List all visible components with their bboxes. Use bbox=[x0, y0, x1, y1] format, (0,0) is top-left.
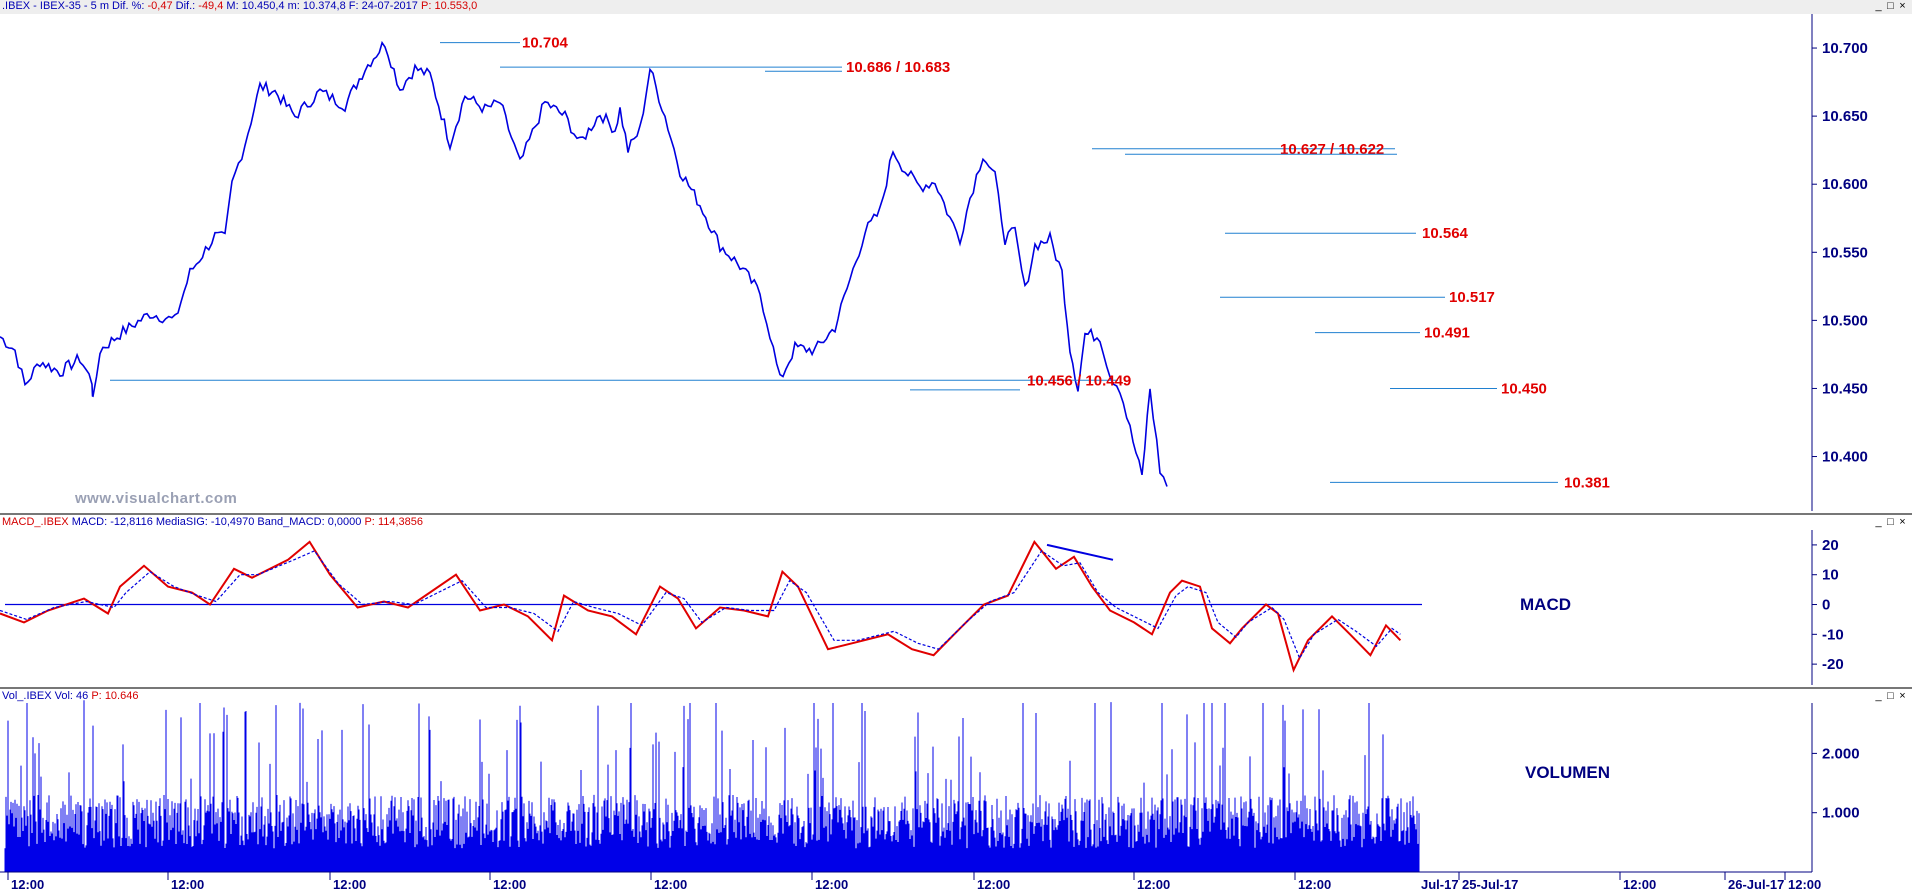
volume-y-tick-label: 2.000 bbox=[1822, 745, 1860, 762]
macd-panel-title: MACD bbox=[1520, 595, 1571, 614]
x-tick-label: 12:00 bbox=[977, 877, 1010, 892]
axes: 10.700 10.650 10.600 10.550 10.500 10.450 10.4… bbox=[0, 14, 1868, 892]
min-label: m: bbox=[287, 0, 300, 12]
vol-p-value: 10.646 bbox=[104, 690, 139, 702]
close-icon[interactable]: × bbox=[1899, 690, 1909, 702]
price-y-tick-label: 10.600 bbox=[1822, 176, 1868, 193]
price-panel: 10.704 10.686 / 10.683 10.627 / 10.622 10.5… bbox=[0, 35, 1610, 491]
band-label: Band_MACD: bbox=[257, 516, 325, 528]
volume-header: Vol_.IBEX Vol: 46 P: 10.646 bbox=[2, 690, 138, 702]
close-icon[interactable]: × bbox=[1899, 0, 1909, 12]
min-value: 10.374,8 bbox=[302, 0, 346, 12]
macd-panel bbox=[0, 540, 1422, 673]
price-panel-buttons: _ □ × bbox=[1874, 0, 1910, 12]
dif-value: -49,4 bbox=[198, 0, 224, 12]
x-tick-label: 26-Jul-17 bbox=[1728, 877, 1784, 892]
maximize-icon[interactable]: □ bbox=[1887, 516, 1897, 528]
x-tick-label: 12:00 bbox=[493, 877, 526, 892]
date-value: 24-07-2017 bbox=[361, 0, 418, 12]
price-y-tick-label: 10.650 bbox=[1822, 108, 1868, 125]
level-label: 10.450 bbox=[1501, 380, 1547, 397]
vol-label: Vol: bbox=[54, 690, 73, 702]
x-tick-label: 12:00 bbox=[1298, 877, 1331, 892]
symbol-label: .IBEX - IBEX-35 - 5 m bbox=[2, 0, 109, 12]
macd-panel-divider[interactable] bbox=[0, 513, 1912, 515]
sig-label: MediaSIG: bbox=[155, 516, 208, 528]
macd-y-tick-label: -10 bbox=[1822, 626, 1844, 643]
minimize-icon[interactable]: _ bbox=[1875, 690, 1885, 702]
price-y-tick-label: 10.550 bbox=[1822, 244, 1868, 261]
signal-line bbox=[0, 550, 1401, 660]
level-label: 10.704 bbox=[522, 35, 569, 52]
volume-y-tick-label: 1.000 bbox=[1822, 805, 1860, 822]
x-tick-label: 12:00 bbox=[815, 877, 848, 892]
x-tick-label: 12:00 bbox=[1137, 877, 1170, 892]
macd-value: -12,8116 bbox=[110, 516, 153, 528]
macd-p-value: 114,3856 bbox=[377, 516, 424, 528]
macd-label: MACD: bbox=[71, 516, 108, 528]
price-header: .IBEX - IBEX-35 - 5 m Dif. %: -0,47 Dif.… bbox=[2, 0, 477, 12]
band-value: 0,0000 bbox=[327, 516, 362, 528]
macd-name: MACD_.IBEX bbox=[2, 516, 69, 528]
level-label: 10.456 / 10.449 bbox=[1027, 372, 1131, 389]
level-label: 10.491 bbox=[1424, 325, 1470, 342]
price-y-tick-label: 10.500 bbox=[1822, 312, 1868, 329]
dif-pct-label: Dif. %: bbox=[112, 0, 145, 12]
maximize-icon[interactable]: □ bbox=[1887, 0, 1897, 12]
max-value: 10.450,4 bbox=[241, 0, 285, 12]
x-tick-label: 12:00 bbox=[1623, 877, 1656, 892]
vol-name: Vol_.IBEX bbox=[2, 690, 52, 702]
price-y-tick-label: 10.700 bbox=[1822, 40, 1868, 57]
volume-panel-divider[interactable] bbox=[0, 687, 1912, 689]
x-tick-label: 12:00 bbox=[1788, 877, 1821, 892]
macd-y-tick-label: 0 bbox=[1822, 597, 1830, 614]
close-icon[interactable]: × bbox=[1899, 516, 1909, 528]
volume-panel-buttons: _ □ × bbox=[1874, 690, 1910, 702]
minimize-icon[interactable]: _ bbox=[1875, 516, 1885, 528]
vol-p-label: P: bbox=[91, 690, 102, 702]
level-label: 10.381 bbox=[1564, 474, 1610, 491]
price-y-tick-label: 10.400 bbox=[1822, 449, 1868, 466]
date-label: F: bbox=[348, 0, 359, 12]
x-tick-label: 12:00 bbox=[333, 877, 366, 892]
level-label: 10.564 bbox=[1422, 225, 1469, 242]
volume-panel bbox=[4, 700, 1420, 872]
price-y-tick-label: 10.450 bbox=[1822, 380, 1868, 397]
x-tick-label: 12:00 bbox=[654, 877, 687, 892]
x-tick-label: 12:00 bbox=[11, 877, 44, 892]
level-label: 10.517 bbox=[1449, 289, 1495, 306]
maximize-icon[interactable]: □ bbox=[1887, 690, 1897, 702]
macd-y-tick-label: -20 bbox=[1822, 656, 1844, 673]
macd-y-tick-label: 10 bbox=[1822, 567, 1839, 584]
level-label: 10.627 / 10.622 bbox=[1280, 141, 1384, 158]
sig-value: -10,4970 bbox=[210, 516, 255, 528]
max-label: M: bbox=[226, 0, 239, 12]
x-tick-label: 12:00 bbox=[171, 877, 204, 892]
level-label: 10.686 / 10.683 bbox=[846, 59, 950, 76]
dif-pct-value: -0,47 bbox=[147, 0, 173, 12]
macd-header: MACD_.IBEX MACD: -12,8116 MediaSIG: -10,… bbox=[2, 516, 423, 528]
p-value: 10.553,0 bbox=[434, 0, 478, 12]
price-series-line bbox=[0, 40, 1168, 487]
dif-label: Dif.: bbox=[175, 0, 196, 12]
watermark: www.visualchart.com bbox=[75, 490, 238, 507]
macd-panel-buttons: _ □ × bbox=[1874, 516, 1910, 528]
macd-p-label: P: bbox=[364, 516, 375, 528]
p-label: P: bbox=[420, 0, 432, 12]
divergence-line bbox=[1046, 543, 1114, 561]
macd-y-tick-label: 20 bbox=[1822, 537, 1839, 554]
title-bar bbox=[0, 0, 1912, 14]
vol-value: 46 bbox=[76, 690, 89, 702]
macd-line bbox=[0, 540, 1402, 673]
minimize-icon[interactable]: _ bbox=[1875, 0, 1885, 12]
volume-panel-title: VOLUMEN bbox=[1525, 763, 1610, 782]
x-tick-label: Jul-17 bbox=[1421, 877, 1459, 892]
x-tick-label: 25-Jul-17 bbox=[1462, 877, 1518, 892]
